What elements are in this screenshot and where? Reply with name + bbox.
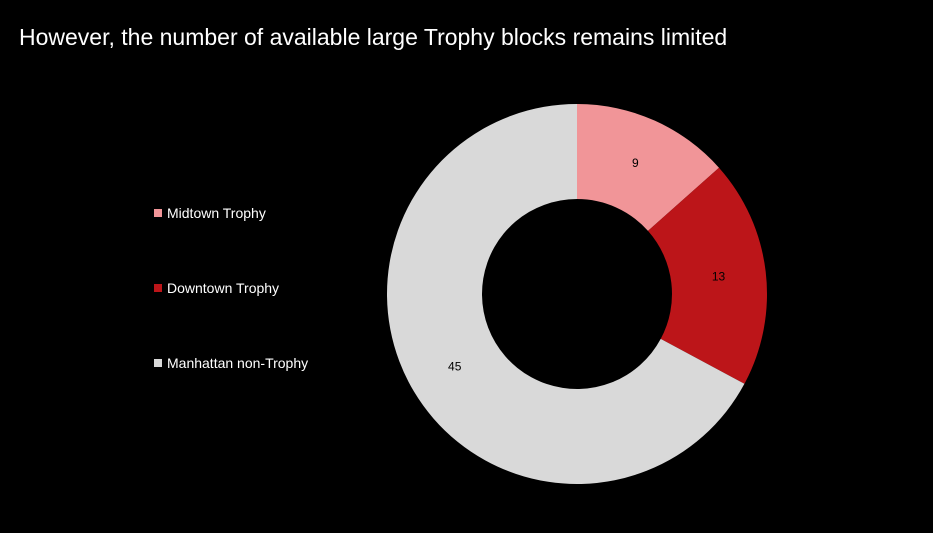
legend-swatch-downtown-trophy xyxy=(154,284,162,292)
data-label-downtown-trophy: 13 xyxy=(712,270,726,284)
data-label-manhattan-non-trophy: 45 xyxy=(448,359,462,373)
legend-swatch-manhattan-non-trophy xyxy=(154,359,162,367)
legend-item-midtown-trophy: Midtown Trophy xyxy=(154,204,266,222)
donut-slice-midtown-trophy xyxy=(577,104,719,231)
chart-title: However, the number of available large T… xyxy=(19,24,728,50)
data-label-midtown-trophy: 9 xyxy=(632,156,639,170)
donut-slice-downtown-trophy xyxy=(647,167,767,384)
donut-slice-manhattan-non-trophy xyxy=(386,104,745,485)
legend-swatch-midtown-trophy xyxy=(154,209,162,217)
legend-label-midtown-trophy: Midtown Trophy xyxy=(167,205,266,221)
legend-label-manhattan-non-trophy: Manhattan non-Trophy xyxy=(167,355,309,371)
legend-item-manhattan-non-trophy: Manhattan non-Trophy xyxy=(154,354,308,372)
legend-label-downtown-trophy: Downtown Trophy xyxy=(167,280,280,296)
legend-item-downtown-trophy: Downtown Trophy xyxy=(154,279,279,297)
